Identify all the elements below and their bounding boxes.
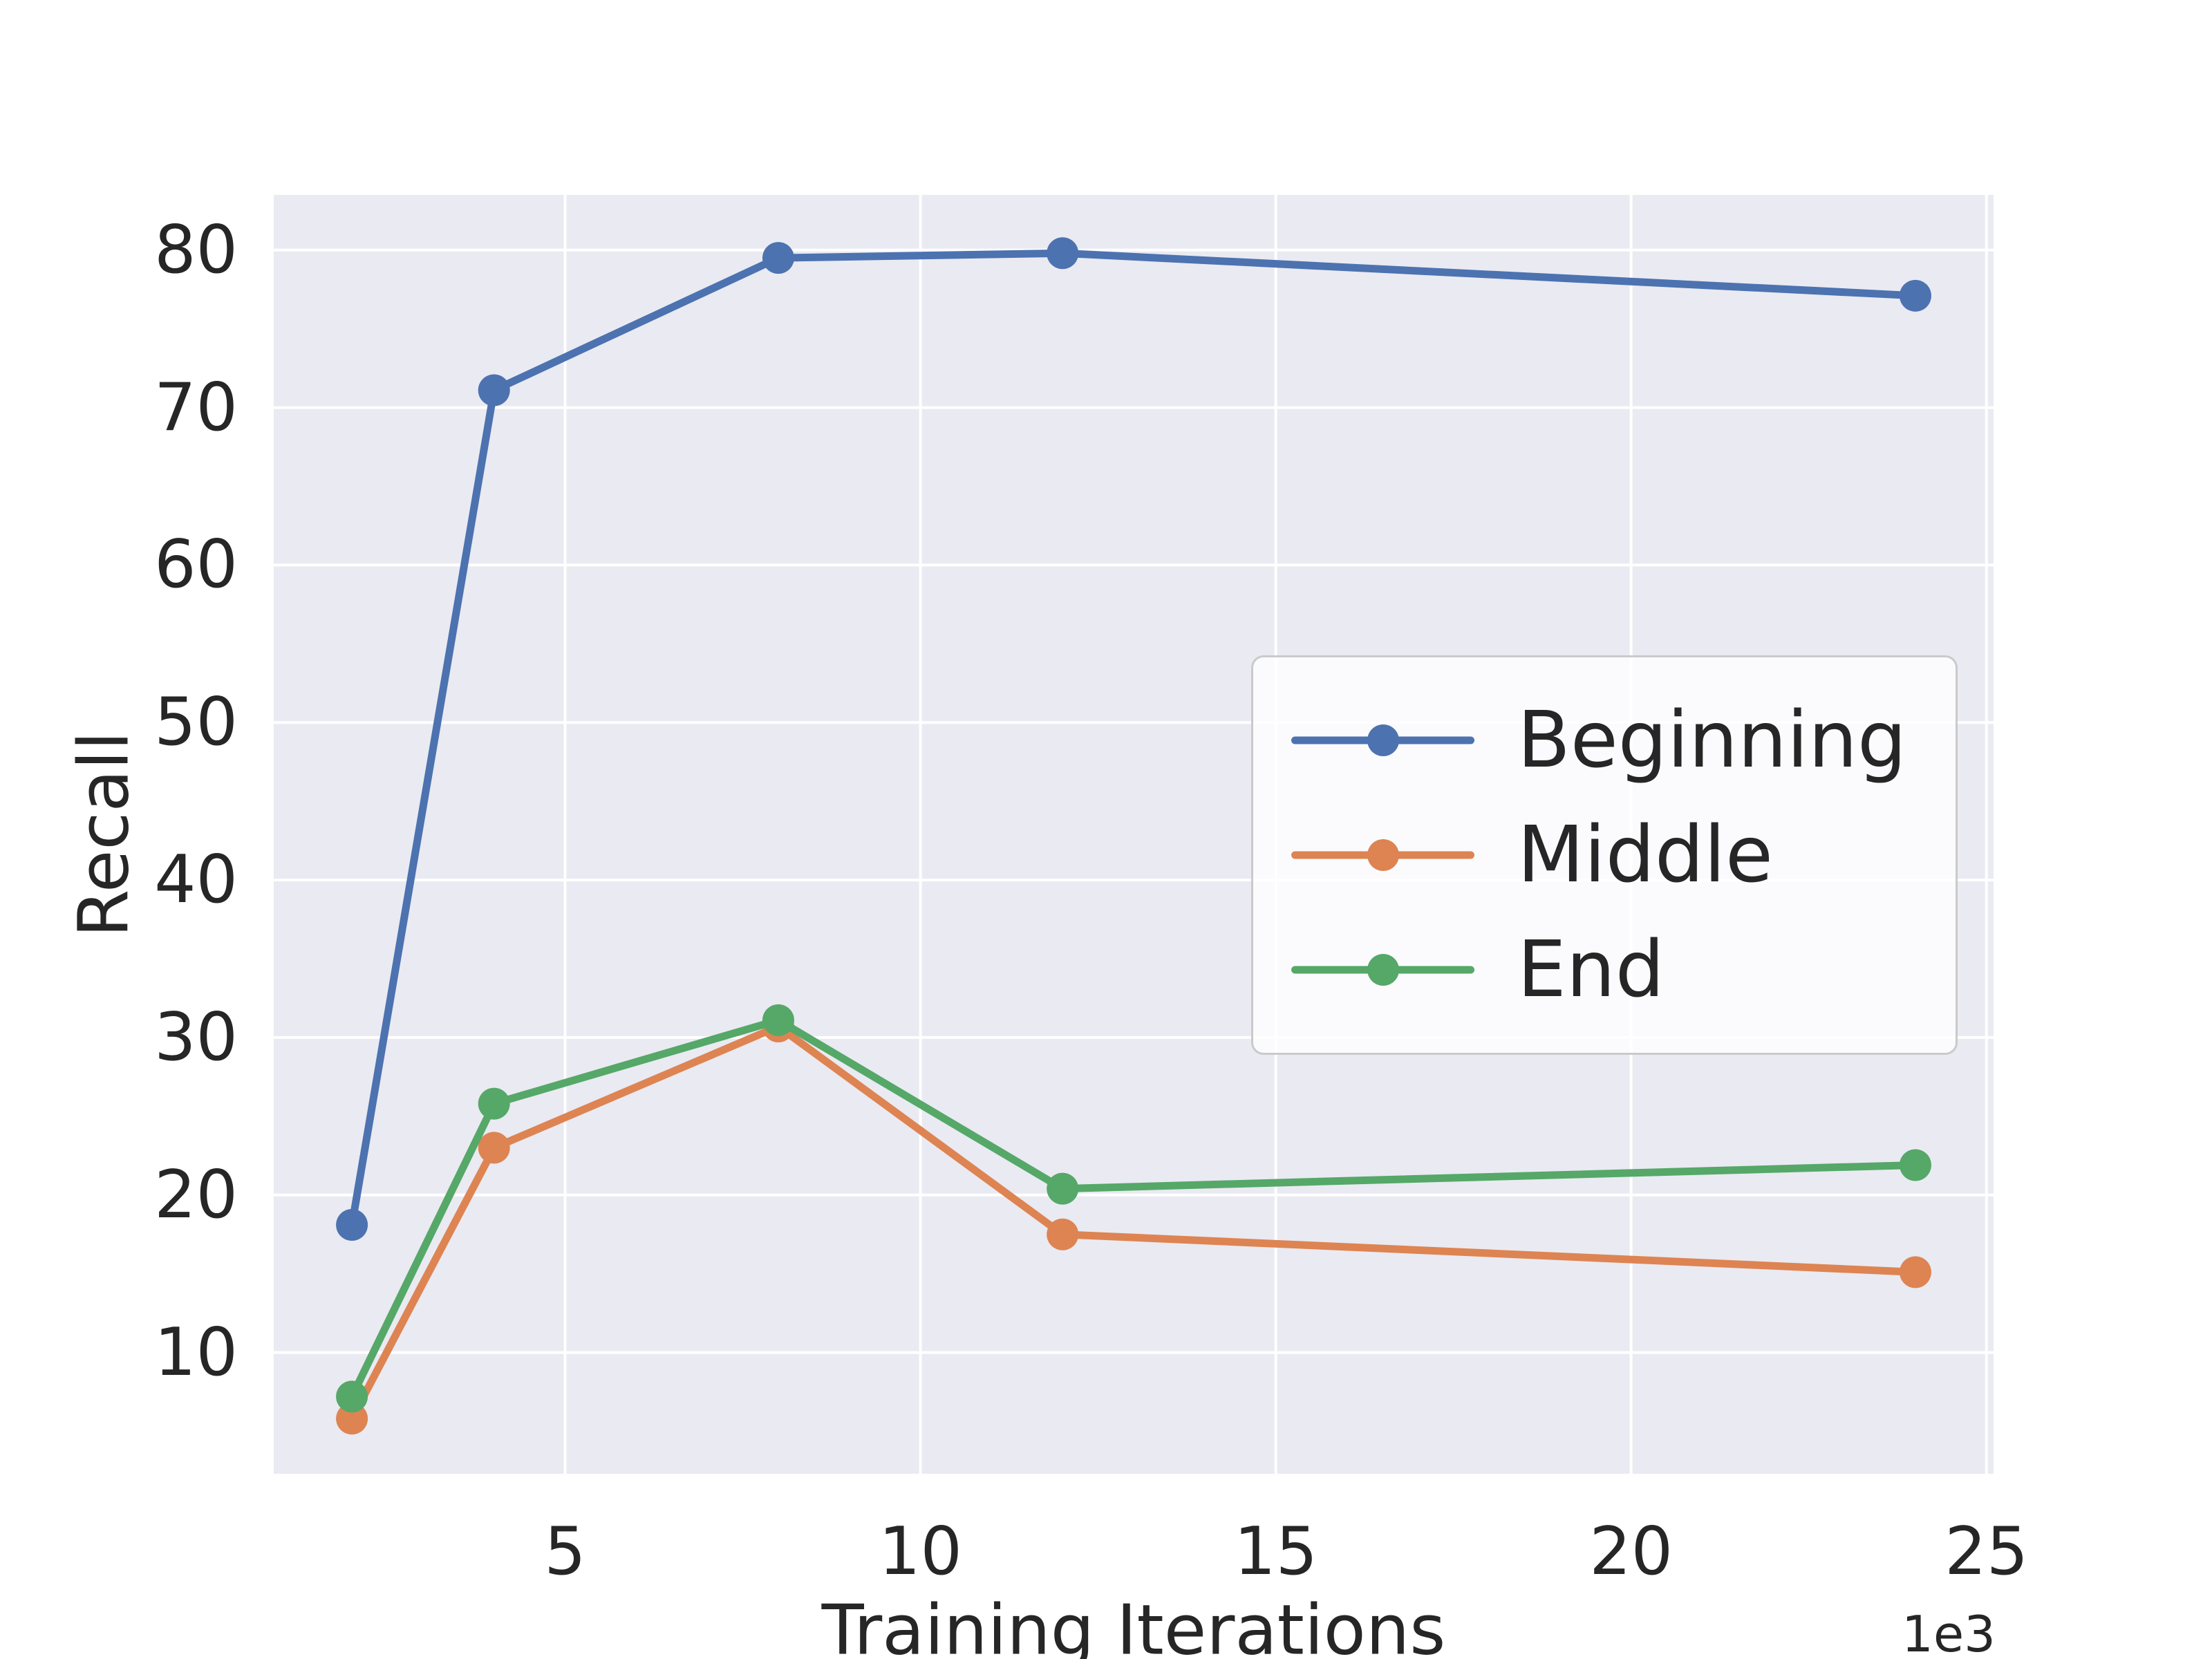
data-point-beginning-2k (336, 1209, 368, 1241)
data-point-middle-12k (1047, 1218, 1079, 1250)
x-tick-25: 25 (1944, 1514, 2029, 1590)
data-point-beginning-4k (478, 374, 510, 406)
x-tick-15: 15 (1234, 1514, 1318, 1590)
y-tick-20: 20 (154, 1156, 238, 1233)
data-point-beginning-8k (762, 242, 794, 274)
legend-dot-icon (1367, 839, 1399, 871)
data-point-end-4k (478, 1087, 510, 1120)
y-tick-30: 30 (154, 999, 238, 1076)
data-point-middle-2k (336, 1403, 368, 1435)
data-point-beginning-24k (1899, 279, 1931, 312)
y-tick-80: 80 (154, 212, 238, 288)
data-point-end-2k (336, 1380, 368, 1413)
legend-marker-icon (1291, 724, 1474, 756)
y-tick-40: 40 (154, 842, 238, 919)
y-tick-10: 10 (154, 1314, 238, 1391)
y-tick-60: 60 (154, 527, 238, 603)
data-point-beginning-12k (1047, 237, 1079, 270)
x-tick-20: 20 (1589, 1514, 1674, 1590)
legend-label: End (1517, 925, 1665, 1015)
legend-label: Beginning (1517, 695, 1907, 785)
legend-item-middle: Middle (1291, 816, 1918, 894)
legend-label: Middle (1517, 810, 1773, 900)
x-tick-5: 5 (544, 1514, 586, 1590)
data-point-end-12k (1047, 1172, 1079, 1205)
legend-dot-icon (1367, 954, 1399, 986)
data-point-end-24k (1899, 1149, 1931, 1181)
legend-item-beginning: Beginning (1291, 702, 1918, 779)
data-point-end-8k (762, 1004, 794, 1036)
x-axis-offset-label: 1e3 (1902, 1605, 1996, 1659)
y-tick-50: 50 (154, 684, 238, 761)
legend-item-end: End (1291, 931, 1918, 1009)
legend-marker-icon (1291, 954, 1474, 986)
legend: Beginning Middle End (1251, 655, 1958, 1055)
legend-marker-icon (1291, 839, 1474, 871)
data-point-middle-24k (1899, 1256, 1931, 1288)
y-axis-label: Recall (63, 731, 144, 938)
legend-dot-icon (1367, 724, 1399, 756)
x-tick-10: 10 (879, 1514, 962, 1590)
x-axis-label: Training Iterations (821, 1589, 1446, 1659)
y-tick-70: 70 (154, 369, 238, 446)
data-point-middle-4k (478, 1132, 510, 1164)
